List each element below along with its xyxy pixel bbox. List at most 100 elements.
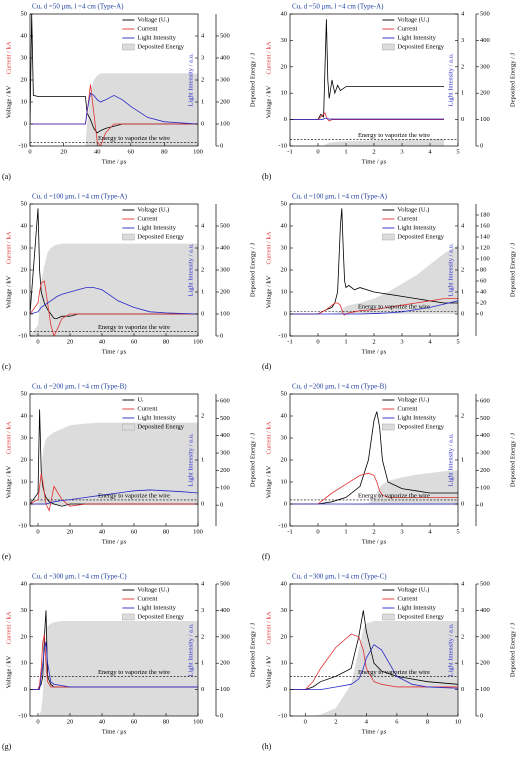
- legend-label: Current: [397, 595, 417, 602]
- energy-tick-label: 100: [480, 116, 490, 123]
- series-line: [30, 287, 198, 315]
- energy-tick-label: 100: [480, 255, 490, 262]
- y-tick-label: 30: [281, 37, 288, 44]
- x-axis-label: Time / μs: [362, 158, 387, 165]
- light-tick-label: 2: [201, 633, 204, 640]
- energy-axis-label: Deposited Energy / J: [249, 52, 256, 107]
- legend-label: Deposited Energy: [137, 423, 184, 430]
- light-tick-label: 0: [201, 686, 204, 693]
- energy-tick-label: 500: [220, 32, 230, 39]
- x-tick-label: 3: [400, 338, 403, 345]
- y-tick-label: 30: [21, 244, 28, 251]
- title: Cu, d =300 μm, l =4 cm (Type-C): [32, 573, 127, 581]
- x-tick-label: 60: [128, 148, 135, 155]
- legend-label: Deposited Energy: [137, 43, 184, 50]
- y-axis-label: Voltage / kV: [5, 655, 12, 688]
- light-tick-label: 0: [461, 686, 464, 693]
- light-tick-label: 3: [461, 244, 464, 251]
- light-tick-label: 4: [201, 32, 205, 39]
- panel-4: [30, 409, 198, 512]
- legend-label: Light Intensity: [397, 414, 436, 421]
- x-tick-label: 2: [372, 338, 375, 345]
- x-tick-label: -1: [287, 338, 292, 345]
- series-line: [290, 633, 458, 690]
- light-axis-label: Light Intensity / a.u.: [187, 623, 194, 676]
- x-tick-label: 4: [428, 148, 432, 155]
- light-tick-label: 0: [201, 120, 204, 127]
- y-tick-label: 30: [21, 434, 28, 441]
- energy-tick-label: 300: [480, 63, 490, 70]
- y-tick-label: 0: [284, 310, 287, 317]
- y-tick-label: 40: [281, 412, 288, 419]
- title: Cu, d =200 μm, l =4 cm (Type-B): [32, 383, 127, 391]
- y-axis-label-current: Current / kA: [5, 231, 12, 264]
- legend-label: Voltage (Uᵣ): [397, 396, 429, 403]
- y-axis-label-current: Current / kA: [265, 611, 272, 644]
- legend-label: Deposited Energy: [137, 233, 184, 240]
- light-tick-label: 1: [201, 98, 204, 105]
- light-tick-label: 3: [201, 54, 204, 61]
- series-line: [30, 280, 198, 336]
- x-tick-label: 40: [99, 528, 106, 535]
- y-tick-label: 40: [21, 580, 28, 587]
- x-tick-label: 2: [334, 718, 337, 725]
- legend-label: Light Intensity: [397, 604, 436, 611]
- light-tick-label: 4: [201, 580, 205, 587]
- light-tick-label: 1: [461, 660, 464, 667]
- energy-axis-label: Deposited Energy / J: [509, 242, 516, 297]
- light-tick-label: 1: [461, 288, 464, 295]
- y-tick-label: 20: [281, 63, 288, 70]
- x-tick-label: 80: [163, 338, 170, 345]
- y-tick-label: -10: [18, 332, 27, 339]
- x-tick-label: 0: [36, 718, 39, 725]
- y-tick-label: -10: [18, 522, 27, 529]
- legend-label: Light Intensity: [137, 224, 176, 231]
- x-tick-label: 5: [456, 528, 459, 535]
- legend-swatch: [122, 233, 135, 241]
- legend-swatch: [382, 43, 395, 51]
- x-tick-label: 4: [428, 528, 432, 535]
- y-tick-label: 0: [284, 686, 287, 693]
- y-tick-label: 40: [281, 580, 288, 587]
- energy-tick-label: 160: [480, 222, 490, 229]
- x-tick-label: 20: [67, 718, 74, 725]
- panel-label: (b): [262, 172, 272, 181]
- energy-tick-label: 500: [480, 580, 490, 587]
- series-line: [30, 642, 198, 690]
- legend-label: Current: [137, 25, 157, 32]
- panel-0: [30, 14, 198, 146]
- x-tick-label: 3: [400, 528, 403, 535]
- y-axis-label: Voltage / kV: [265, 655, 272, 688]
- panel-6: [30, 610, 198, 716]
- energy-tick-label: 500: [220, 222, 230, 229]
- legend-label: Voltage (Uᵣ): [137, 586, 169, 593]
- annotation: Energy to vaporize the wire: [358, 132, 430, 139]
- x-tick-label: 8: [426, 718, 429, 725]
- title: Cu, d =100 μm, l =4 cm (Type-A): [292, 193, 388, 201]
- light-tick-label: 1: [461, 456, 464, 463]
- x-tick-label: 0: [304, 718, 307, 725]
- x-tick-label: 40: [94, 148, 101, 155]
- energy-tick-label: 0: [480, 502, 483, 509]
- annotation: Energy to vaporize the wire: [98, 492, 170, 499]
- annotation: Energy to vaporize the wire: [98, 669, 170, 676]
- light-tick-label: 0: [461, 500, 464, 507]
- title: Cu, d =200 μm, l =4 cm (Type-B): [292, 383, 387, 391]
- y-tick-label: 10: [281, 478, 288, 485]
- y-tick-label: 10: [281, 288, 288, 295]
- panel-3: [290, 208, 458, 316]
- series-line: [290, 300, 458, 315]
- light-tick-label: 4: [461, 580, 465, 587]
- y-tick-label: 0: [24, 686, 27, 693]
- legend-label: Deposited Energy: [397, 233, 444, 240]
- x-tick-label: 6: [395, 718, 399, 725]
- y-axis-label: Voltage / kV: [265, 85, 272, 118]
- y-axis-label: Voltage / kV: [5, 275, 12, 308]
- series-line: [30, 92, 198, 125]
- x-axis-label: Time / μs: [102, 728, 127, 735]
- series-line: [290, 472, 458, 505]
- annotation: Energy to vaporize the wire: [358, 304, 430, 311]
- x-tick-label: 20: [67, 528, 74, 535]
- y-tick-label: 10: [281, 90, 288, 97]
- legend-label: Light Intensity: [397, 224, 436, 231]
